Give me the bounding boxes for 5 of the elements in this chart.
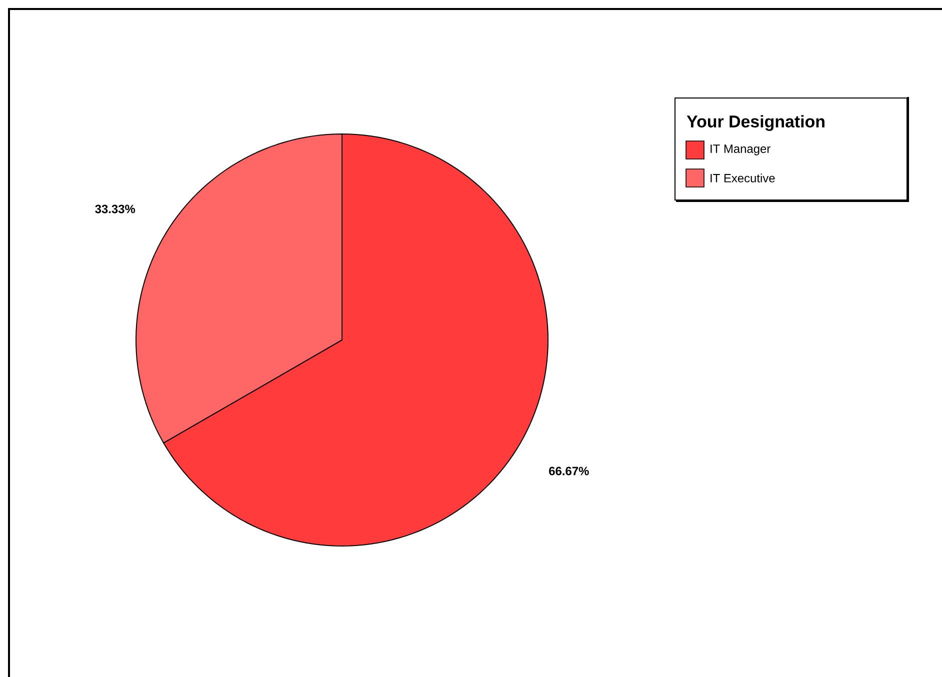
legend-title: Your Designation (686, 115, 824, 131)
legend-label: IT Executive (710, 174, 775, 182)
data-label: 66.67% (549, 466, 589, 476)
data-label: 33.33% (95, 204, 136, 214)
legend-label: IT Manager (710, 144, 770, 156)
